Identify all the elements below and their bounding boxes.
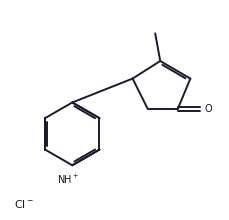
Text: Cl$^-$: Cl$^-$ (14, 198, 34, 210)
Text: O: O (203, 104, 211, 114)
Text: NH$^+$: NH$^+$ (57, 173, 79, 186)
